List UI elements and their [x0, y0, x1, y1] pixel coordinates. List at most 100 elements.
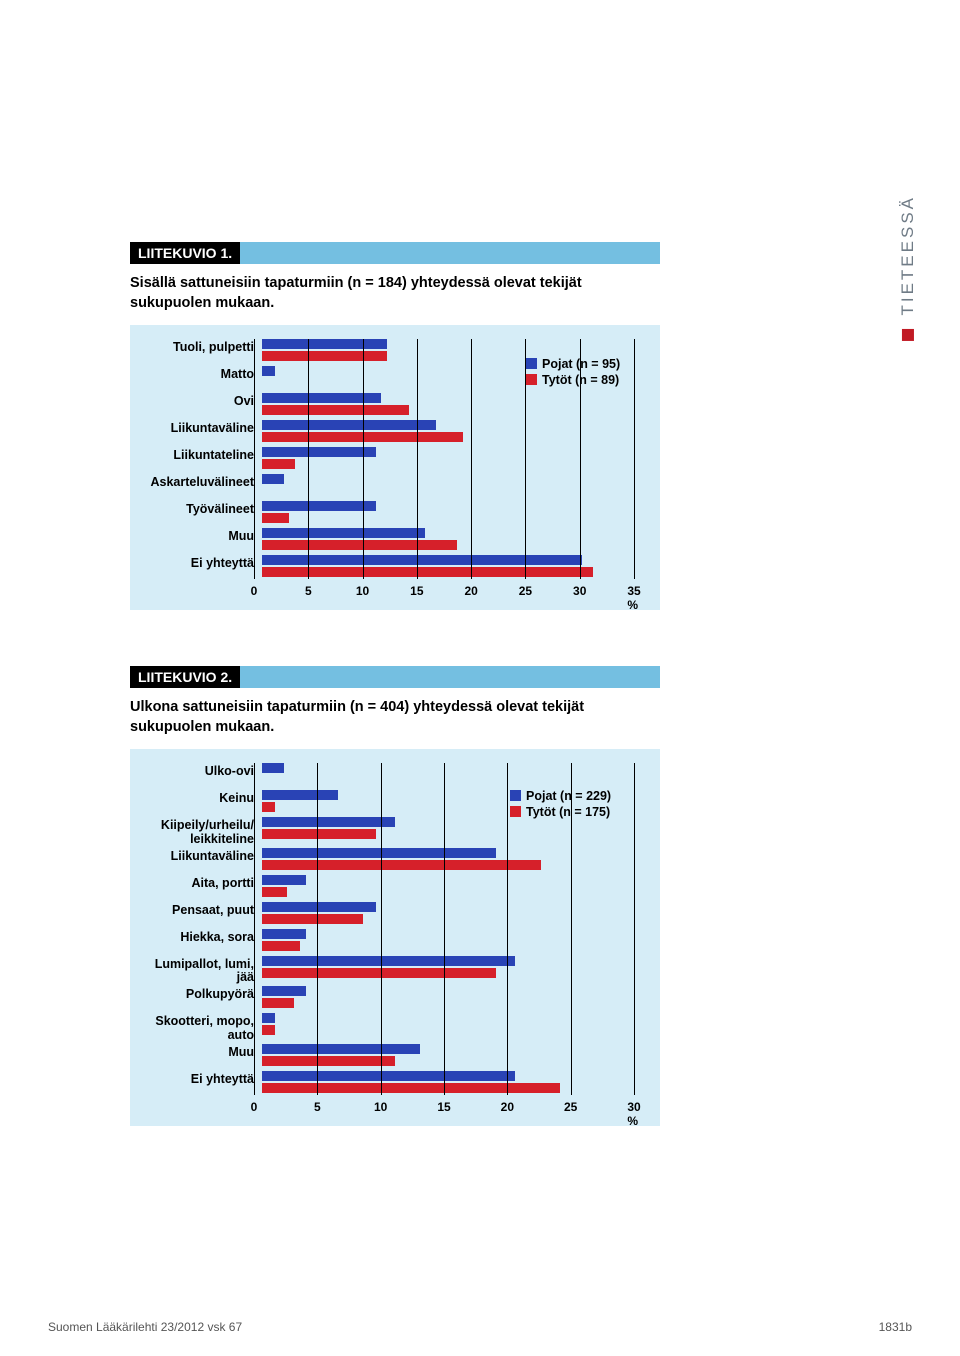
legend-swatch	[526, 374, 537, 385]
tick-label: 30 %	[627, 1100, 640, 1128]
bars-cell	[262, 986, 642, 1010]
chart-row: Lumipallot, lumi, jää	[142, 956, 648, 984]
chart2-header-fill	[240, 666, 660, 688]
tick-label: 25	[564, 1100, 577, 1114]
chart2-axis: 051015202530 %	[254, 1098, 634, 1116]
category-label: Muu	[142, 1046, 262, 1060]
category-label: Hiekka, sora	[142, 931, 262, 945]
bars-cell	[262, 474, 642, 498]
bar-red	[262, 432, 463, 442]
bar-blue	[262, 339, 387, 349]
chart2-header-label: LIITEKUVIO 2.	[130, 666, 240, 688]
chart2-axis-spacer	[142, 1098, 254, 1116]
chart-row: Työvälineet	[142, 501, 648, 525]
bars-cell	[262, 902, 642, 926]
category-label: Ei yhteyttä	[142, 557, 262, 571]
chart-row: Liikuntaväline	[142, 848, 648, 872]
category-label: Aita, portti	[142, 877, 262, 891]
page: TIETEESSÄ LIITEKUVIO 1. Sisällä sattunei…	[0, 0, 960, 1356]
category-label: Askarteluvälineet	[142, 476, 262, 490]
category-label: Ei yhteyttä	[142, 1073, 262, 1087]
bars-cell	[262, 393, 642, 417]
chart-row: Ovi	[142, 393, 648, 417]
chart-row: Ei yhteyttä	[142, 555, 648, 579]
bar-blue	[262, 420, 436, 430]
legend-label: Pojat (n = 229)	[526, 789, 611, 803]
category-label: Työvälineet	[142, 503, 262, 517]
page-footer: Suomen Lääkärilehti 23/2012 vsk 67 1831b	[48, 1320, 912, 1334]
bar-blue	[262, 986, 306, 996]
bars-cell	[262, 763, 642, 787]
chart1-header-label: LIITEKUVIO 1.	[130, 242, 240, 264]
category-label: Muu	[142, 530, 262, 544]
bars-cell	[262, 501, 642, 525]
side-tab-marker	[902, 329, 914, 341]
category-label: Keinu	[142, 792, 262, 806]
tick-label: 10	[374, 1100, 387, 1114]
bar-blue	[262, 1071, 515, 1081]
category-label: Lumipallot, lumi, jää	[142, 958, 262, 986]
tick-label: 35 %	[627, 584, 640, 612]
chart-row: Ei yhteyttä	[142, 1071, 648, 1095]
chart2-title: Ulkona sattuneisiin tapaturmiin (n = 404…	[130, 698, 610, 737]
bar-red	[262, 459, 295, 469]
chart-row: Kiipeily/urheilu/ leikkiteline	[142, 817, 648, 845]
side-tab-label: TIETEESSÄ	[898, 195, 917, 316]
footer-left: Suomen Lääkärilehti 23/2012 vsk 67	[48, 1320, 242, 1334]
legend-item: Tytöt (n = 175)	[510, 805, 611, 819]
bar-blue	[262, 1013, 275, 1023]
category-label: Liikuntateline	[142, 449, 262, 463]
chart1-header-bar: LIITEKUVIO 1.	[130, 242, 660, 264]
bar-blue	[262, 763, 284, 773]
bars-cell	[262, 929, 642, 953]
chart-row: Muu	[142, 1044, 648, 1068]
tick-label: 15	[437, 1100, 450, 1114]
chart1-header-fill	[240, 242, 660, 264]
legend-label: Tytöt (n = 175)	[526, 805, 610, 819]
category-label: Pensaat, puut	[142, 904, 262, 918]
bar-red	[262, 405, 409, 415]
bar-blue	[262, 474, 284, 484]
bar-blue	[262, 393, 381, 403]
chart-row: Hiekka, sora	[142, 929, 648, 953]
bar-blue	[262, 501, 376, 511]
bar-blue	[262, 848, 496, 858]
bar-red	[262, 829, 376, 839]
bar-blue	[262, 902, 376, 912]
bar-red	[262, 802, 275, 812]
legend-item: Pojat (n = 95)	[526, 357, 620, 371]
bar-red	[262, 1056, 395, 1066]
bar-blue	[262, 447, 376, 457]
bar-red	[262, 513, 289, 523]
chart-row: Muu	[142, 528, 648, 552]
footer-right: 1831b	[879, 1320, 912, 1334]
chart1-area: Tuoli, pulpettiMattoOviLiikuntavälineLii…	[130, 325, 660, 610]
chart2-legend: Pojat (n = 229) Tytöt (n = 175)	[510, 789, 611, 821]
bar-red	[262, 941, 300, 951]
bar-red	[262, 968, 496, 978]
bar-blue	[262, 929, 306, 939]
chart1-legend: Pojat (n = 95)Tytöt (n = 89)	[526, 357, 620, 389]
bar-blue	[262, 817, 395, 827]
chart2-block: LIITEKUVIO 2. Ulkona sattuneisiin tapatu…	[130, 666, 660, 1126]
bar-blue	[262, 956, 515, 966]
tick-label: 5	[314, 1100, 321, 1114]
bar-blue	[262, 790, 338, 800]
legend-label: Pojat (n = 95)	[542, 357, 620, 371]
tick-label: 5	[305, 584, 312, 598]
chart-row: Ulko-ovi	[142, 763, 648, 787]
chart2-header-bar: LIITEKUVIO 2.	[130, 666, 660, 688]
tick-label: 0	[251, 584, 258, 598]
bars-cell	[262, 1071, 642, 1095]
tick-label: 25	[519, 584, 532, 598]
chart1-title: Sisällä sattuneisiin tapaturmiin (n = 18…	[130, 274, 610, 313]
bars-cell	[262, 875, 642, 899]
bar-red	[262, 351, 387, 361]
category-label: Tuoli, pulpetti	[142, 341, 262, 355]
chart-row: Liikuntaväline	[142, 420, 648, 444]
tick-label: 30	[573, 584, 586, 598]
bars-cell	[262, 447, 642, 471]
bar-blue	[262, 875, 306, 885]
category-label: Polkupyörä	[142, 988, 262, 1002]
bars-cell	[262, 420, 642, 444]
